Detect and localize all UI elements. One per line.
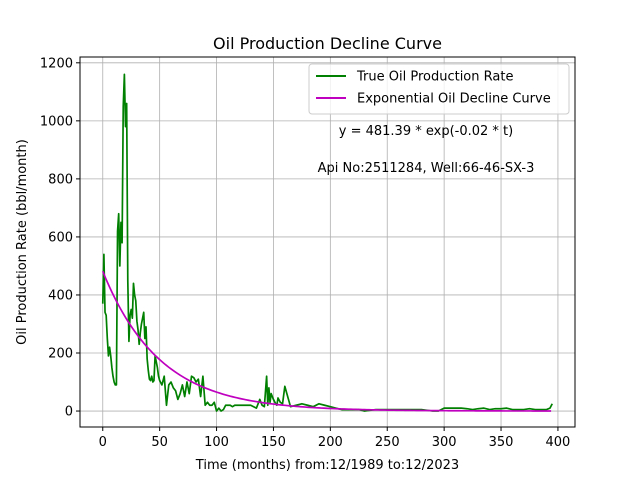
x-axis-label: Time (months) from:12/1989 to:12/2023	[195, 458, 459, 473]
y-tick-label: 0	[65, 405, 73, 420]
x-tick-label: 150	[261, 435, 286, 450]
y-tick-label: 400	[48, 288, 73, 303]
x-tick-label: 300	[432, 435, 457, 450]
x-tick-label: 200	[318, 435, 343, 450]
well-annotation: Api No:2511284, Well:66-46-SX-3	[318, 161, 535, 176]
x-tick-label: 250	[375, 435, 400, 450]
x-tick-label: 50	[151, 435, 168, 450]
x-tick-label: 0	[99, 435, 107, 450]
series-layer	[101, 73, 553, 412]
axis-ticks: 0 50 100 150 200 250 300 350 400 0 200 400 600 800 100…	[40, 56, 570, 450]
grid-lines	[80, 57, 575, 427]
legend-label-exponential: Exponential Oil Decline Curve	[357, 92, 551, 107]
equation-annotation: y = 481.39 * exp(-0.02 * t)	[339, 124, 513, 139]
x-tick-label: 350	[489, 435, 514, 450]
series-line-exponential-fit	[101, 271, 552, 412]
y-tick-label: 1000	[40, 114, 73, 129]
chart-title: Oil Production Decline Curve	[213, 34, 442, 53]
y-axis-label: Oil Production Rate (bbl/month)	[15, 139, 30, 345]
y-tick-label: 200	[48, 347, 73, 362]
x-tick-label: 400	[546, 435, 571, 450]
legend-frame	[308, 63, 570, 115]
legend-label-true-rate: True Oil Production Rate	[356, 70, 513, 85]
plot-area-frame	[79, 56, 576, 428]
y-tick-label: 1200	[40, 56, 73, 71]
y-tick-label: 600	[48, 230, 73, 245]
legend: True Oil Production Rate Exponential Oil…	[308, 63, 570, 115]
y-tick-label: 800	[48, 172, 73, 187]
x-tick-label: 100	[204, 435, 229, 450]
